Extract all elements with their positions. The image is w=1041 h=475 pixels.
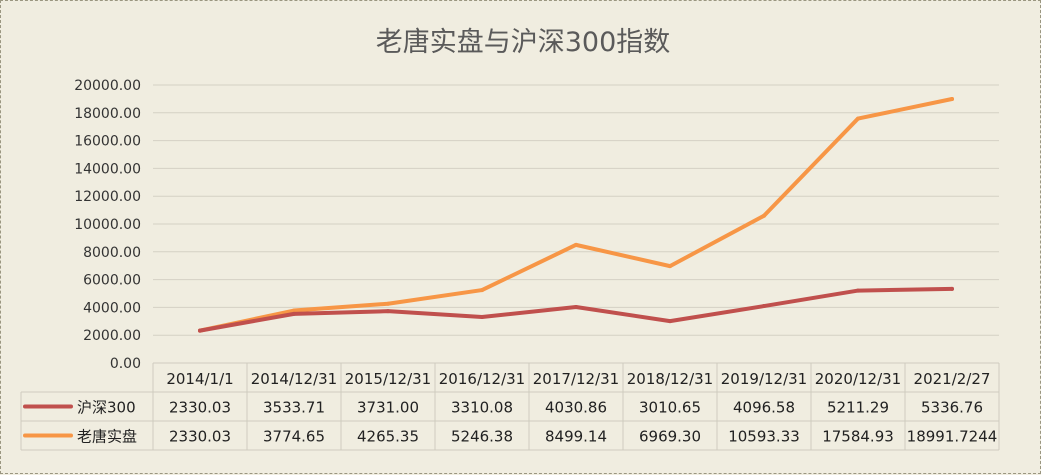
data-label: 2330.03 bbox=[169, 399, 231, 417]
data-label: 8499.14 bbox=[545, 428, 607, 446]
data-point bbox=[856, 116, 860, 121]
data-point bbox=[950, 286, 954, 291]
data-label: 4030.86 bbox=[545, 399, 607, 417]
data-point bbox=[386, 309, 390, 314]
data-label: 6969.30 bbox=[639, 428, 701, 446]
x-tick-label: 2014/1/1 bbox=[166, 370, 233, 388]
data-label: 5211.29 bbox=[827, 399, 889, 417]
data-point bbox=[480, 288, 484, 293]
data-label: 4265.35 bbox=[357, 428, 419, 446]
y-tick-label: 16000.00 bbox=[74, 134, 141, 150]
data-point bbox=[762, 213, 766, 218]
y-tick-label: 18000.00 bbox=[74, 106, 141, 122]
data-point bbox=[292, 308, 296, 313]
data-point bbox=[198, 328, 202, 333]
data-point bbox=[668, 264, 672, 269]
y-axis-ticks: 0.00 2000.00 4000.00 6000.00 8000.00 10000.00… bbox=[74, 78, 141, 372]
y-tick-label: 2000.00 bbox=[83, 328, 141, 344]
x-tick-label: 2018/12/31 bbox=[627, 370, 713, 388]
y-tick-label: 4000.00 bbox=[83, 300, 141, 316]
x-tick-label: 2014/12/31 bbox=[251, 370, 337, 388]
x-tick-label: 2016/12/31 bbox=[439, 370, 525, 388]
series-line bbox=[198, 97, 954, 333]
series-lines bbox=[198, 97, 954, 333]
data-point bbox=[386, 301, 390, 306]
y-tick-label: 0.00 bbox=[110, 356, 141, 372]
data-label: 3533.71 bbox=[263, 399, 325, 417]
data-point bbox=[574, 304, 578, 309]
data-label: 10593.33 bbox=[728, 428, 800, 446]
x-tick-label: 2021/2/27 bbox=[914, 370, 991, 388]
y-tick-label: 12000.00 bbox=[74, 189, 141, 205]
data-label: 5246.38 bbox=[451, 428, 513, 446]
data-label: 3731.00 bbox=[357, 399, 419, 417]
data-label: 3310.08 bbox=[451, 399, 513, 417]
data-table: 2014/1/1 2014/12/31 2015/12/31 2016/12/31 20… bbox=[20, 362, 1000, 451]
data-point bbox=[668, 319, 672, 324]
legend-label: 沪深300 bbox=[77, 399, 136, 417]
data-point bbox=[762, 304, 766, 309]
data-label: 17584.93 bbox=[822, 428, 894, 446]
x-tick-label: 2020/12/31 bbox=[815, 370, 901, 388]
data-label: 4096.58 bbox=[733, 399, 795, 417]
data-point bbox=[856, 288, 860, 293]
data-label: 3774.65 bbox=[263, 428, 325, 446]
data-point bbox=[574, 242, 578, 247]
data-point bbox=[480, 314, 484, 319]
y-tick-label: 14000.00 bbox=[74, 161, 141, 177]
x-tick-label: 2015/12/31 bbox=[345, 370, 431, 388]
data-point bbox=[292, 311, 296, 316]
legend-label: 老唐实盘 bbox=[77, 428, 137, 446]
y-tick-label: 10000.00 bbox=[74, 217, 141, 233]
data-label: 18991.7244 bbox=[907, 428, 998, 446]
x-tick-label: 2019/12/31 bbox=[721, 370, 807, 388]
x-tick-label: 2017/12/31 bbox=[533, 370, 619, 388]
y-tick-label: 20000.00 bbox=[74, 78, 141, 94]
y-tick-label: 8000.00 bbox=[83, 245, 141, 261]
gridlines bbox=[153, 84, 999, 364]
data-label: 2330.03 bbox=[169, 428, 231, 446]
chart-title: 老唐实盘与沪深300指数 bbox=[376, 27, 671, 58]
data-label: 5336.76 bbox=[921, 399, 983, 417]
y-tick-label: 6000.00 bbox=[83, 273, 141, 289]
data-label: 3010.65 bbox=[639, 399, 701, 417]
data-point bbox=[950, 97, 954, 102]
